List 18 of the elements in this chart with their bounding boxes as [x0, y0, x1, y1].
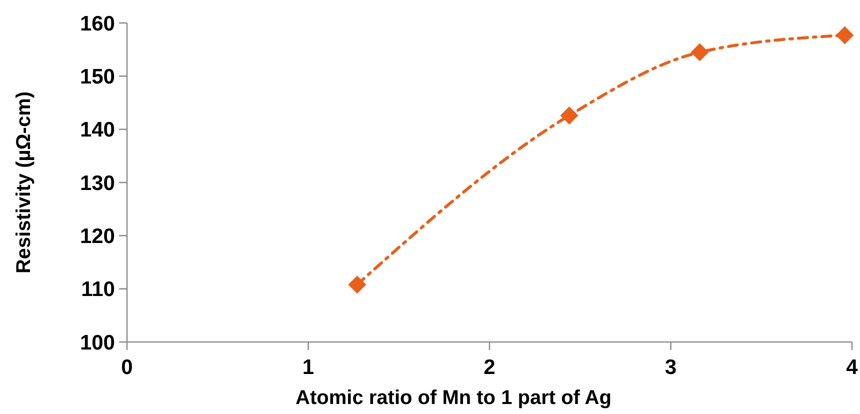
point [348, 276, 366, 294]
y-axis-title: Resistivity (µΩ-cm) [13, 91, 35, 274]
x-tick-label: 0 [121, 356, 133, 379]
point [690, 43, 709, 62]
x-tick-label: 2 [484, 356, 496, 379]
x-axis-title: Atomic ratio of Mn to 1 part of Ag [296, 387, 612, 409]
x-tick-label: 3 [664, 356, 677, 379]
x-tick-label: 1 [302, 356, 314, 379]
y-tick-label: 100 [80, 331, 115, 354]
y-tick-label: 150 [80, 66, 115, 89]
y-tick-label: 140 [80, 118, 115, 142]
y-tick-label: 130 [80, 172, 115, 195]
y-tick-label: 110 [81, 278, 115, 302]
point [560, 106, 578, 125]
y-tick-label: 160 [80, 12, 115, 36]
point [836, 26, 854, 44]
x-tick-label: 4 [846, 356, 858, 379]
y-tick-label: 120 [80, 225, 115, 248]
